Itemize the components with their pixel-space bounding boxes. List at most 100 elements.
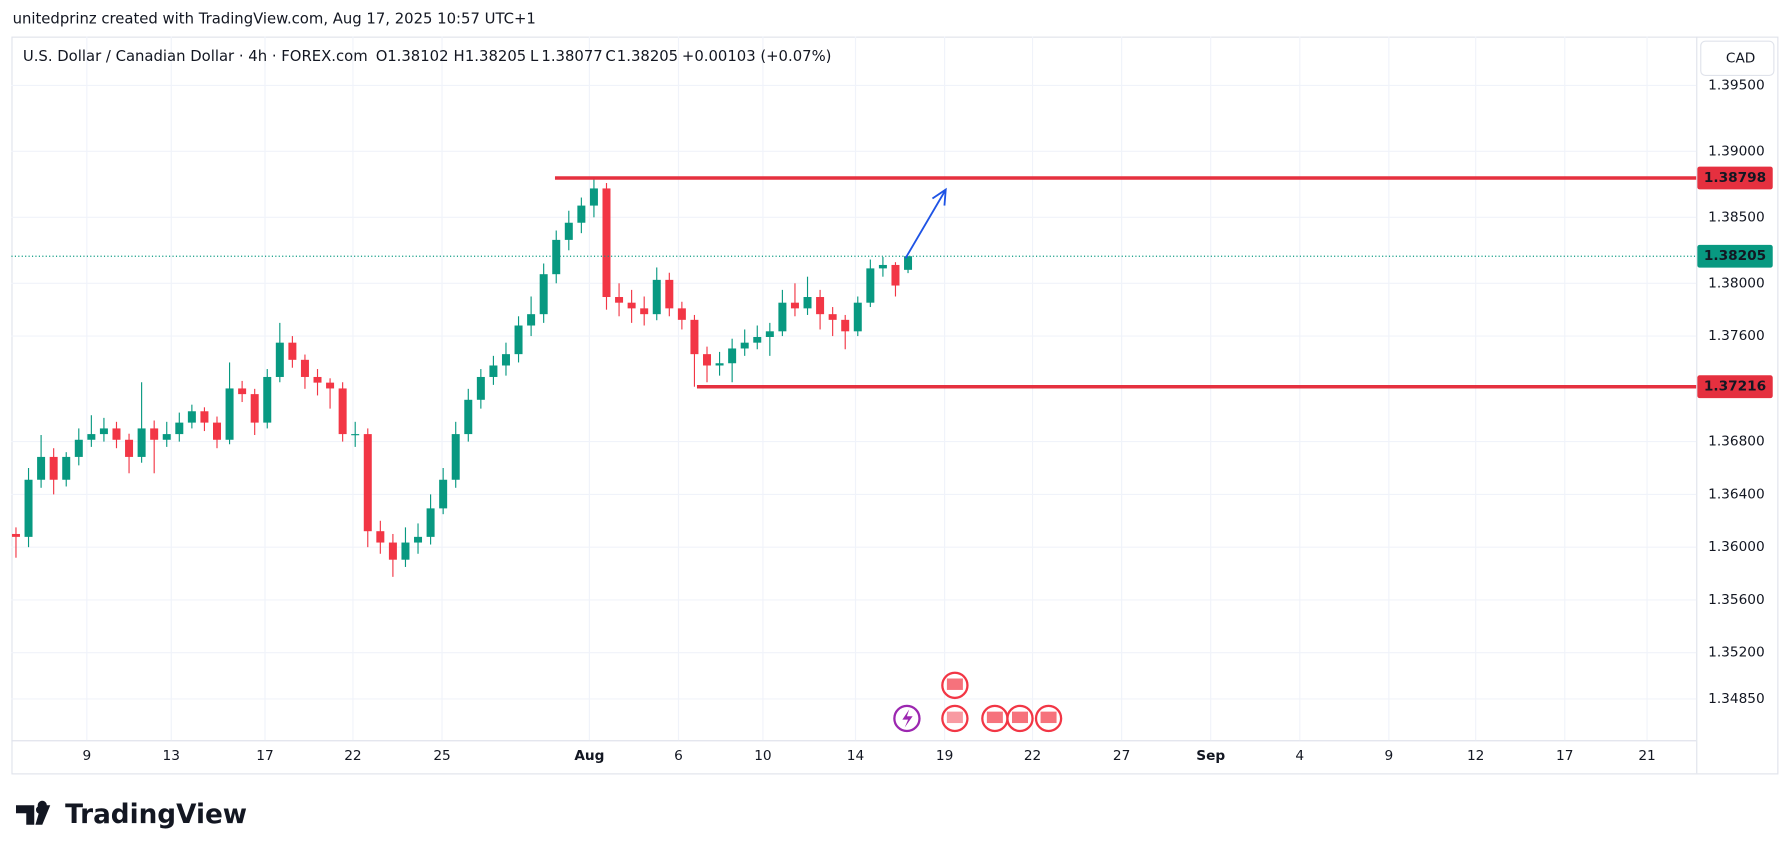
candle-body: [790, 302, 799, 309]
y-tick-label: 1.37600: [1708, 328, 1765, 344]
logo-dot: [35, 805, 44, 814]
y-tick-label: 1.35200: [1708, 645, 1765, 661]
y-tick-label: 1.38000: [1708, 275, 1765, 291]
candle-body: [615, 297, 624, 303]
x-tick-label: 19: [936, 748, 953, 764]
currency[interactable]: CAD: [1726, 50, 1755, 66]
candle-body: [250, 394, 259, 423]
candle-body: [326, 382, 335, 389]
candle-body: [552, 239, 561, 275]
candle-body: [275, 342, 284, 377]
candle-body: [225, 388, 234, 440]
last-price-tag: [1697, 244, 1773, 268]
candle-body: [803, 297, 812, 309]
candle-body: [388, 542, 397, 560]
candle-body: [527, 314, 536, 326]
x-tick-label: 12: [1467, 748, 1484, 764]
y-tick-label: 1.38500: [1708, 209, 1765, 225]
level-label: 1.38798: [1704, 170, 1766, 186]
candle-body: [816, 297, 825, 315]
candle-body: [351, 434, 360, 436]
brand-logo: [15, 800, 51, 825]
candle-body: [715, 363, 724, 366]
x-tick-label: 17: [1556, 748, 1573, 764]
x-tick-label: 21: [1638, 748, 1655, 764]
candle-body: [313, 376, 322, 383]
x-tick-label: 13: [163, 748, 180, 764]
ohlc-label: L: [530, 48, 539, 65]
symbol-title: U.S. Dollar / Canadian Dollar · 4h · FOR…: [23, 48, 368, 65]
level-label: 1.37216: [1704, 379, 1766, 395]
level-tag: [1697, 166, 1773, 190]
arrow-head: [931, 187, 947, 206]
candle-body: [74, 439, 83, 457]
candle-body: [62, 456, 71, 480]
event-bolt: [902, 709, 913, 728]
candle-body: [904, 256, 913, 270]
candle-body: [539, 274, 548, 315]
last-price-label: 1.38205: [1704, 248, 1766, 264]
flag: [946, 711, 963, 724]
x-tick-label: 17: [256, 748, 273, 764]
x-tick-label: Aug: [574, 748, 604, 764]
candle-body: [24, 479, 33, 537]
ohlc-label: H: [453, 48, 464, 65]
candle-body: [564, 222, 573, 240]
x-tick-label: 6: [674, 748, 683, 764]
y-tick-label: 1.39000: [1708, 143, 1765, 159]
ohlc-value: 1.38077: [541, 48, 602, 65]
attribution: unitedprinz created with TradingView.com…: [13, 10, 536, 27]
ohlc-label: O: [376, 48, 388, 65]
candle-body: [263, 376, 272, 423]
candle-body: [728, 348, 737, 364]
candle-body: [99, 428, 108, 435]
currency-button[interactable]: [1700, 40, 1775, 76]
candle-body: [338, 388, 347, 435]
y-tick-label: 1.36400: [1708, 486, 1765, 502]
candle-body: [87, 434, 96, 440]
event-icons: [893, 671, 1063, 733]
candle-body: [426, 508, 435, 537]
candle-body: [137, 428, 146, 457]
candle-body: [740, 342, 749, 349]
candle-body: [300, 359, 309, 377]
arrow-line: [904, 189, 947, 259]
candle-body: [451, 434, 460, 480]
candle-body: [677, 308, 686, 320]
x-tick-label: 22: [344, 748, 361, 764]
candle-body: [11, 533, 20, 537]
candle-body: [112, 428, 121, 440]
candle-body: [514, 325, 523, 355]
candle-body: [665, 279, 674, 309]
level-tag: [1697, 375, 1773, 399]
ohlc-value: 1.38205: [465, 48, 526, 65]
flag: [1040, 711, 1057, 724]
candle-body: [150, 428, 159, 440]
candle-body: [577, 205, 586, 223]
candle-body: [476, 376, 485, 400]
x-tick-label: 27: [1113, 748, 1130, 764]
candle-body: [828, 314, 837, 320]
y-tick-label: 1.36800: [1708, 434, 1765, 450]
brand: TradingView: [65, 800, 247, 830]
y-tick-label: 1.34850: [1708, 691, 1765, 707]
y-tick-label: 1.35600: [1708, 592, 1765, 608]
candle-body: [238, 388, 247, 395]
candle-body: [627, 302, 636, 309]
candle-body: [778, 302, 787, 332]
flag: [1012, 711, 1028, 724]
y-tick-label: 1.36000: [1708, 539, 1765, 555]
candle-body: [866, 268, 875, 303]
candle-body: [853, 302, 862, 332]
candle-body: [125, 439, 134, 457]
candle-body: [602, 188, 611, 298]
candle-body: [187, 411, 196, 423]
ohlc-label: C: [605, 48, 615, 65]
plot: 1.39500 1.39000 1.38500 1.38000 1.37600 1.368…: [11, 36, 1773, 764]
candle-body: [363, 434, 372, 532]
candle-body: [690, 319, 699, 355]
x-tick-label: 4: [1295, 748, 1304, 764]
